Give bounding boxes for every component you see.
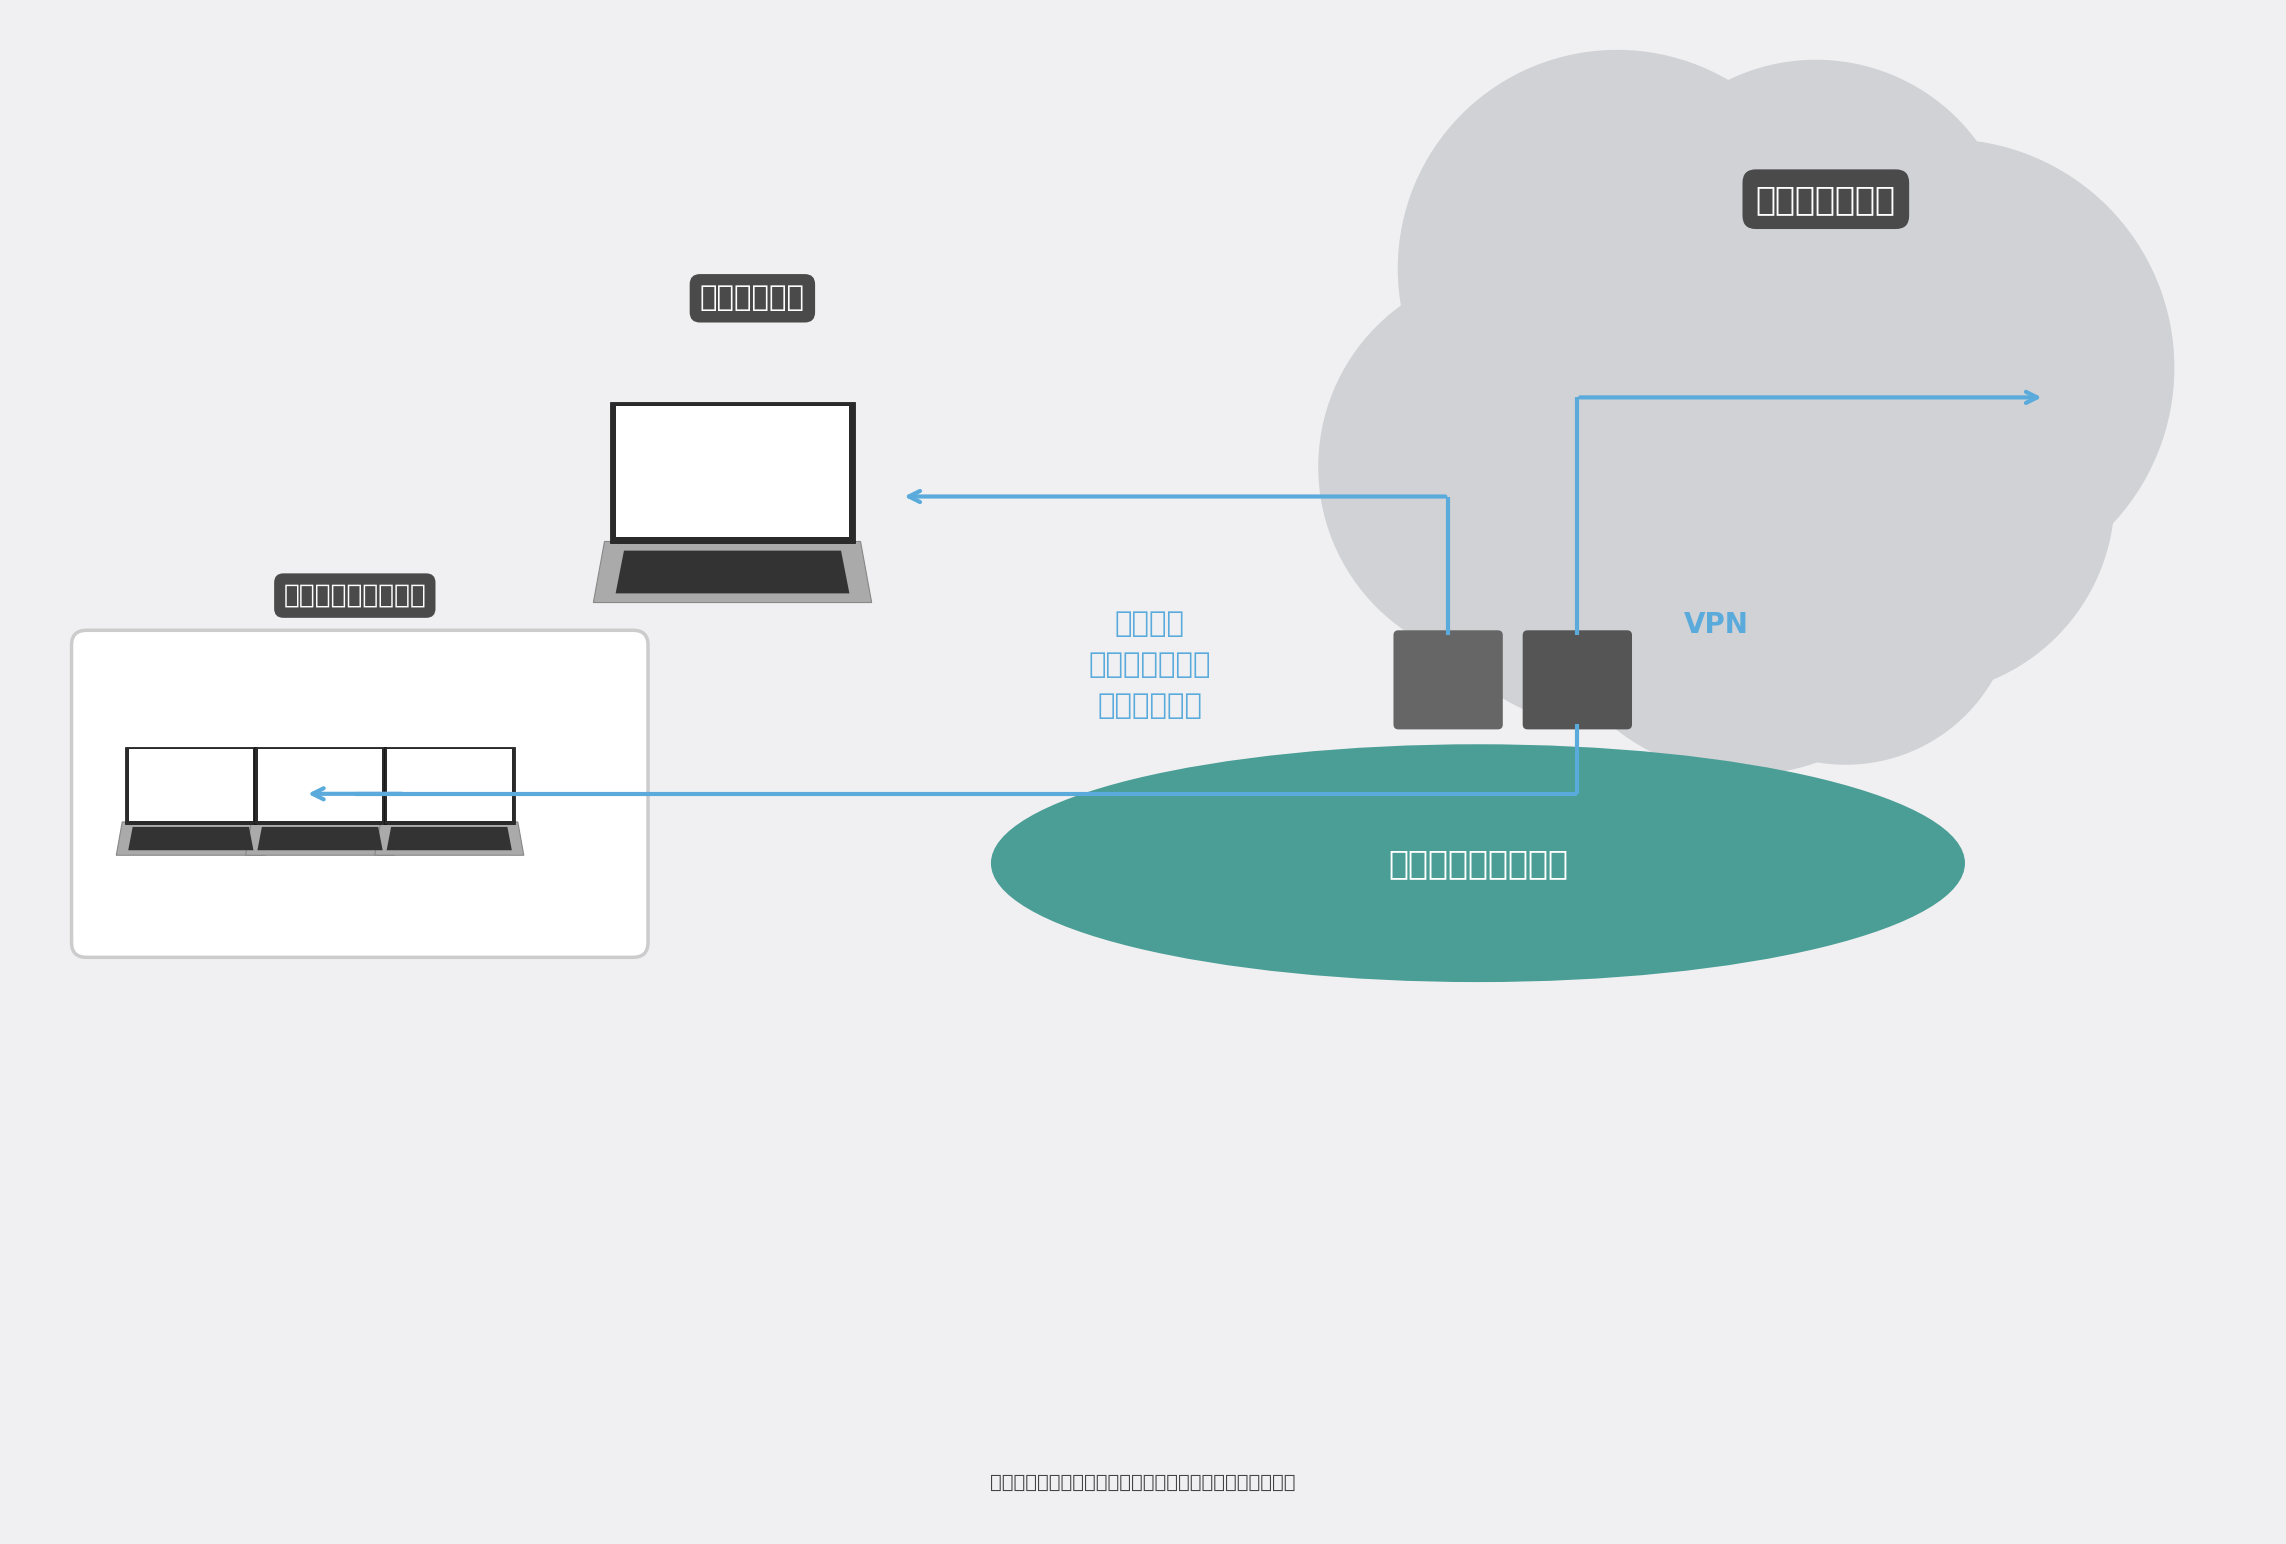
FancyBboxPatch shape — [71, 630, 647, 957]
Circle shape — [1417, 367, 1776, 724]
Polygon shape — [258, 749, 382, 821]
FancyBboxPatch shape — [1522, 630, 1632, 729]
Polygon shape — [128, 749, 254, 821]
Circle shape — [1538, 358, 1955, 774]
Circle shape — [1717, 298, 2115, 695]
Polygon shape — [254, 747, 386, 824]
Polygon shape — [386, 828, 512, 851]
Text: モバイル笹境: モバイル笹境 — [700, 284, 805, 312]
Circle shape — [1399, 51, 1836, 486]
Polygon shape — [375, 821, 523, 855]
Polygon shape — [594, 542, 871, 602]
Polygon shape — [258, 828, 382, 851]
Text: 専用回線（閉域網）: 専用回線（閉域網） — [1388, 846, 1568, 880]
Circle shape — [1429, 120, 1966, 655]
Polygon shape — [126, 747, 256, 824]
Ellipse shape — [990, 744, 1966, 982]
Text: 図１　従来型の閉域ネットワークとそこでのクラウド接続: 図１ 従来型の閉域ネットワークとそこでのクラウド接続 — [990, 1473, 1296, 1492]
FancyBboxPatch shape — [1394, 630, 1502, 729]
Circle shape — [1717, 141, 2174, 596]
Polygon shape — [117, 821, 265, 855]
Text: セキュア
インターネット
ゲートウェイ: セキュア インターネット ゲートウェイ — [1088, 610, 1212, 720]
Polygon shape — [384, 747, 514, 824]
Text: インターネット: インターネット — [1756, 182, 1895, 216]
Polygon shape — [245, 821, 395, 855]
Polygon shape — [386, 749, 512, 821]
Polygon shape — [128, 828, 254, 851]
Polygon shape — [615, 551, 850, 593]
Circle shape — [1616, 60, 2014, 457]
Polygon shape — [610, 401, 855, 543]
Circle shape — [1319, 269, 1717, 665]
Text: VPN: VPN — [1685, 611, 1749, 639]
Polygon shape — [617, 406, 848, 537]
Text: 社内笹境（拠点等）: 社内笹境（拠点等） — [283, 582, 425, 608]
Circle shape — [1676, 428, 2014, 764]
